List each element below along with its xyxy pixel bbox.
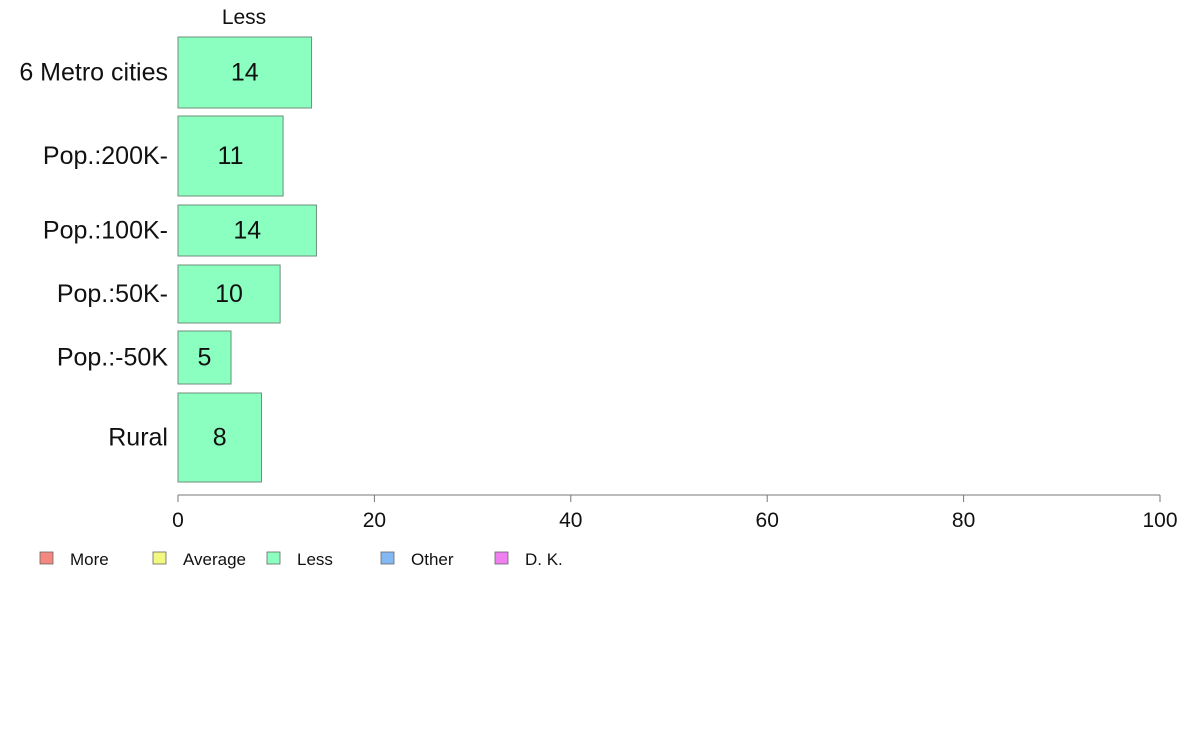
legend-label: More [70,550,109,569]
x-tick-label: 0 [172,509,184,532]
data-label: 5 [198,344,212,372]
legend-label: Other [411,550,454,569]
legend: More Average Less Other D. K. [39,550,563,569]
legend-swatch [152,551,167,565]
category-label: Pop.:50K- [57,280,168,308]
legend-swatch [380,551,395,565]
category-label: 6 Metro cities [19,59,168,87]
legend-swatch [266,551,281,565]
data-label: 8 [213,424,227,452]
x-axis: 0 20 40 60 80 100 [172,494,1178,532]
category-label: Pop.:100K- [43,217,168,245]
data-label: 10 [215,280,243,308]
data-label: 14 [231,59,259,87]
x-tick-label: 100 [1142,509,1177,532]
legend-label: D. K. [525,550,563,569]
data-label: 14 [233,217,261,245]
bar [177,330,232,385]
category-label: Pop.:200K- [43,142,168,170]
bars-group: 6 Metro cities 14 Pop.:200K- 11 Pop.:100K- 14… [19,36,317,483]
bar [177,36,313,109]
legend-label: Less [297,550,333,569]
legend-swatch [494,551,509,565]
x-tick-label: 80 [952,509,975,532]
data-label: 11 [218,142,244,170]
x-tick-label: 40 [559,509,582,532]
bar [177,264,281,324]
bar [177,204,317,257]
bar [177,115,284,197]
x-tick-label: 60 [756,509,779,532]
category-label: Rural [108,424,168,452]
column-label: Less [222,6,266,29]
bar [177,392,262,483]
legend-label: Average [183,550,246,569]
legend-swatch [39,551,54,565]
x-tick-label: 20 [363,509,386,532]
category-label: Pop.:-50K [57,344,169,372]
